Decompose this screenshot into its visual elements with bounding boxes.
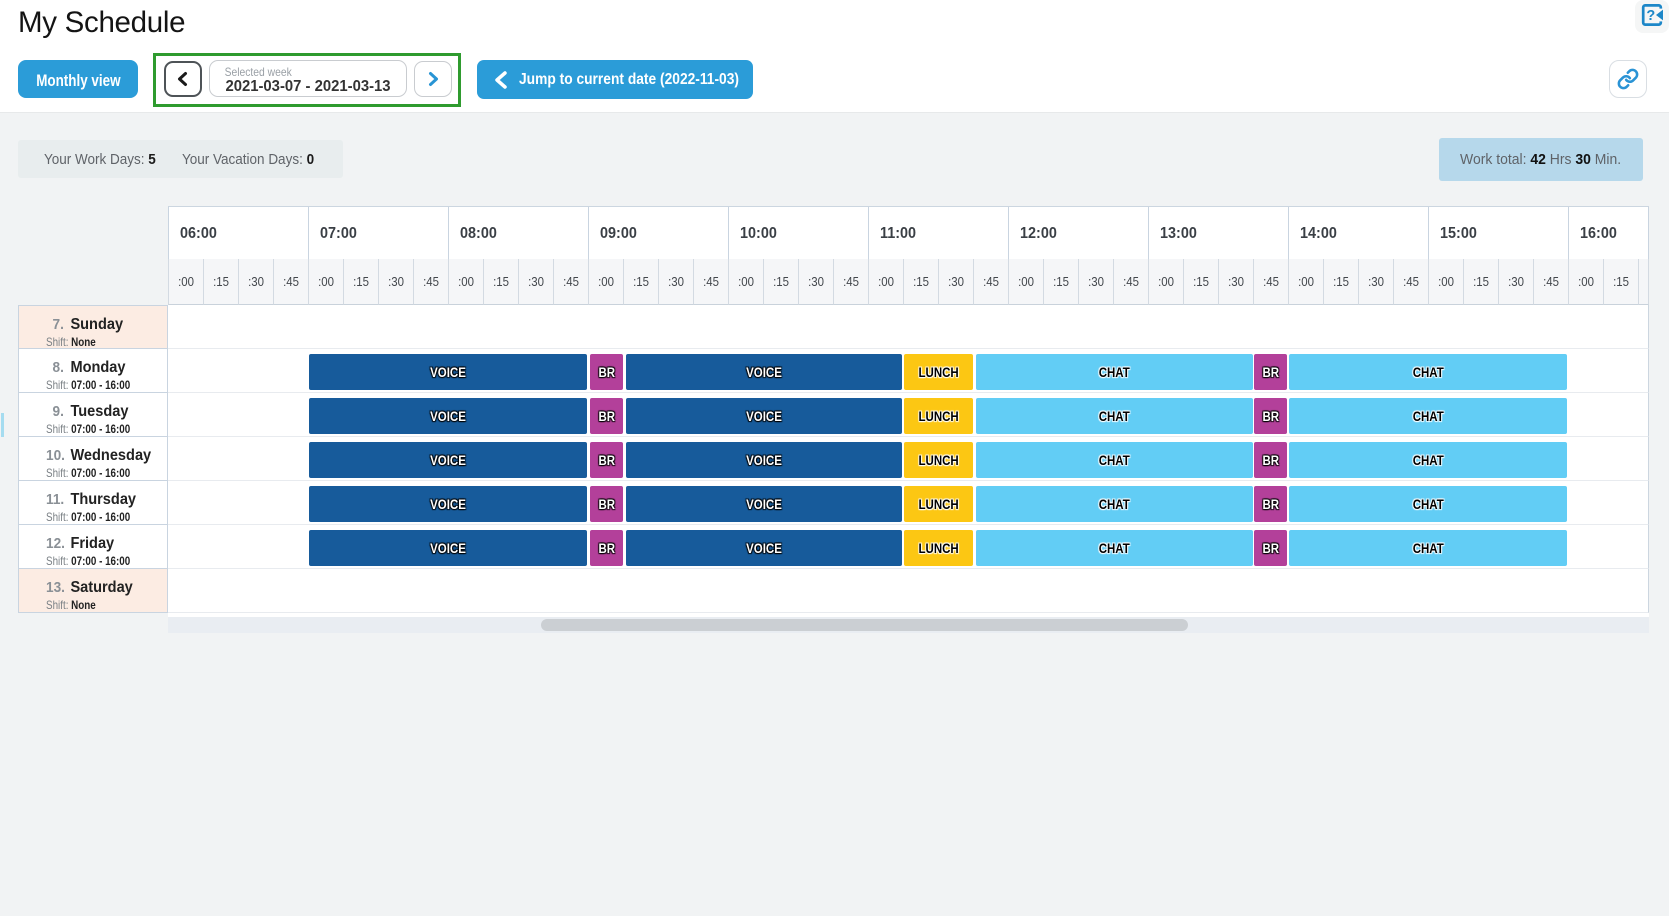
svg-text:?: ? — [1646, 8, 1655, 24]
